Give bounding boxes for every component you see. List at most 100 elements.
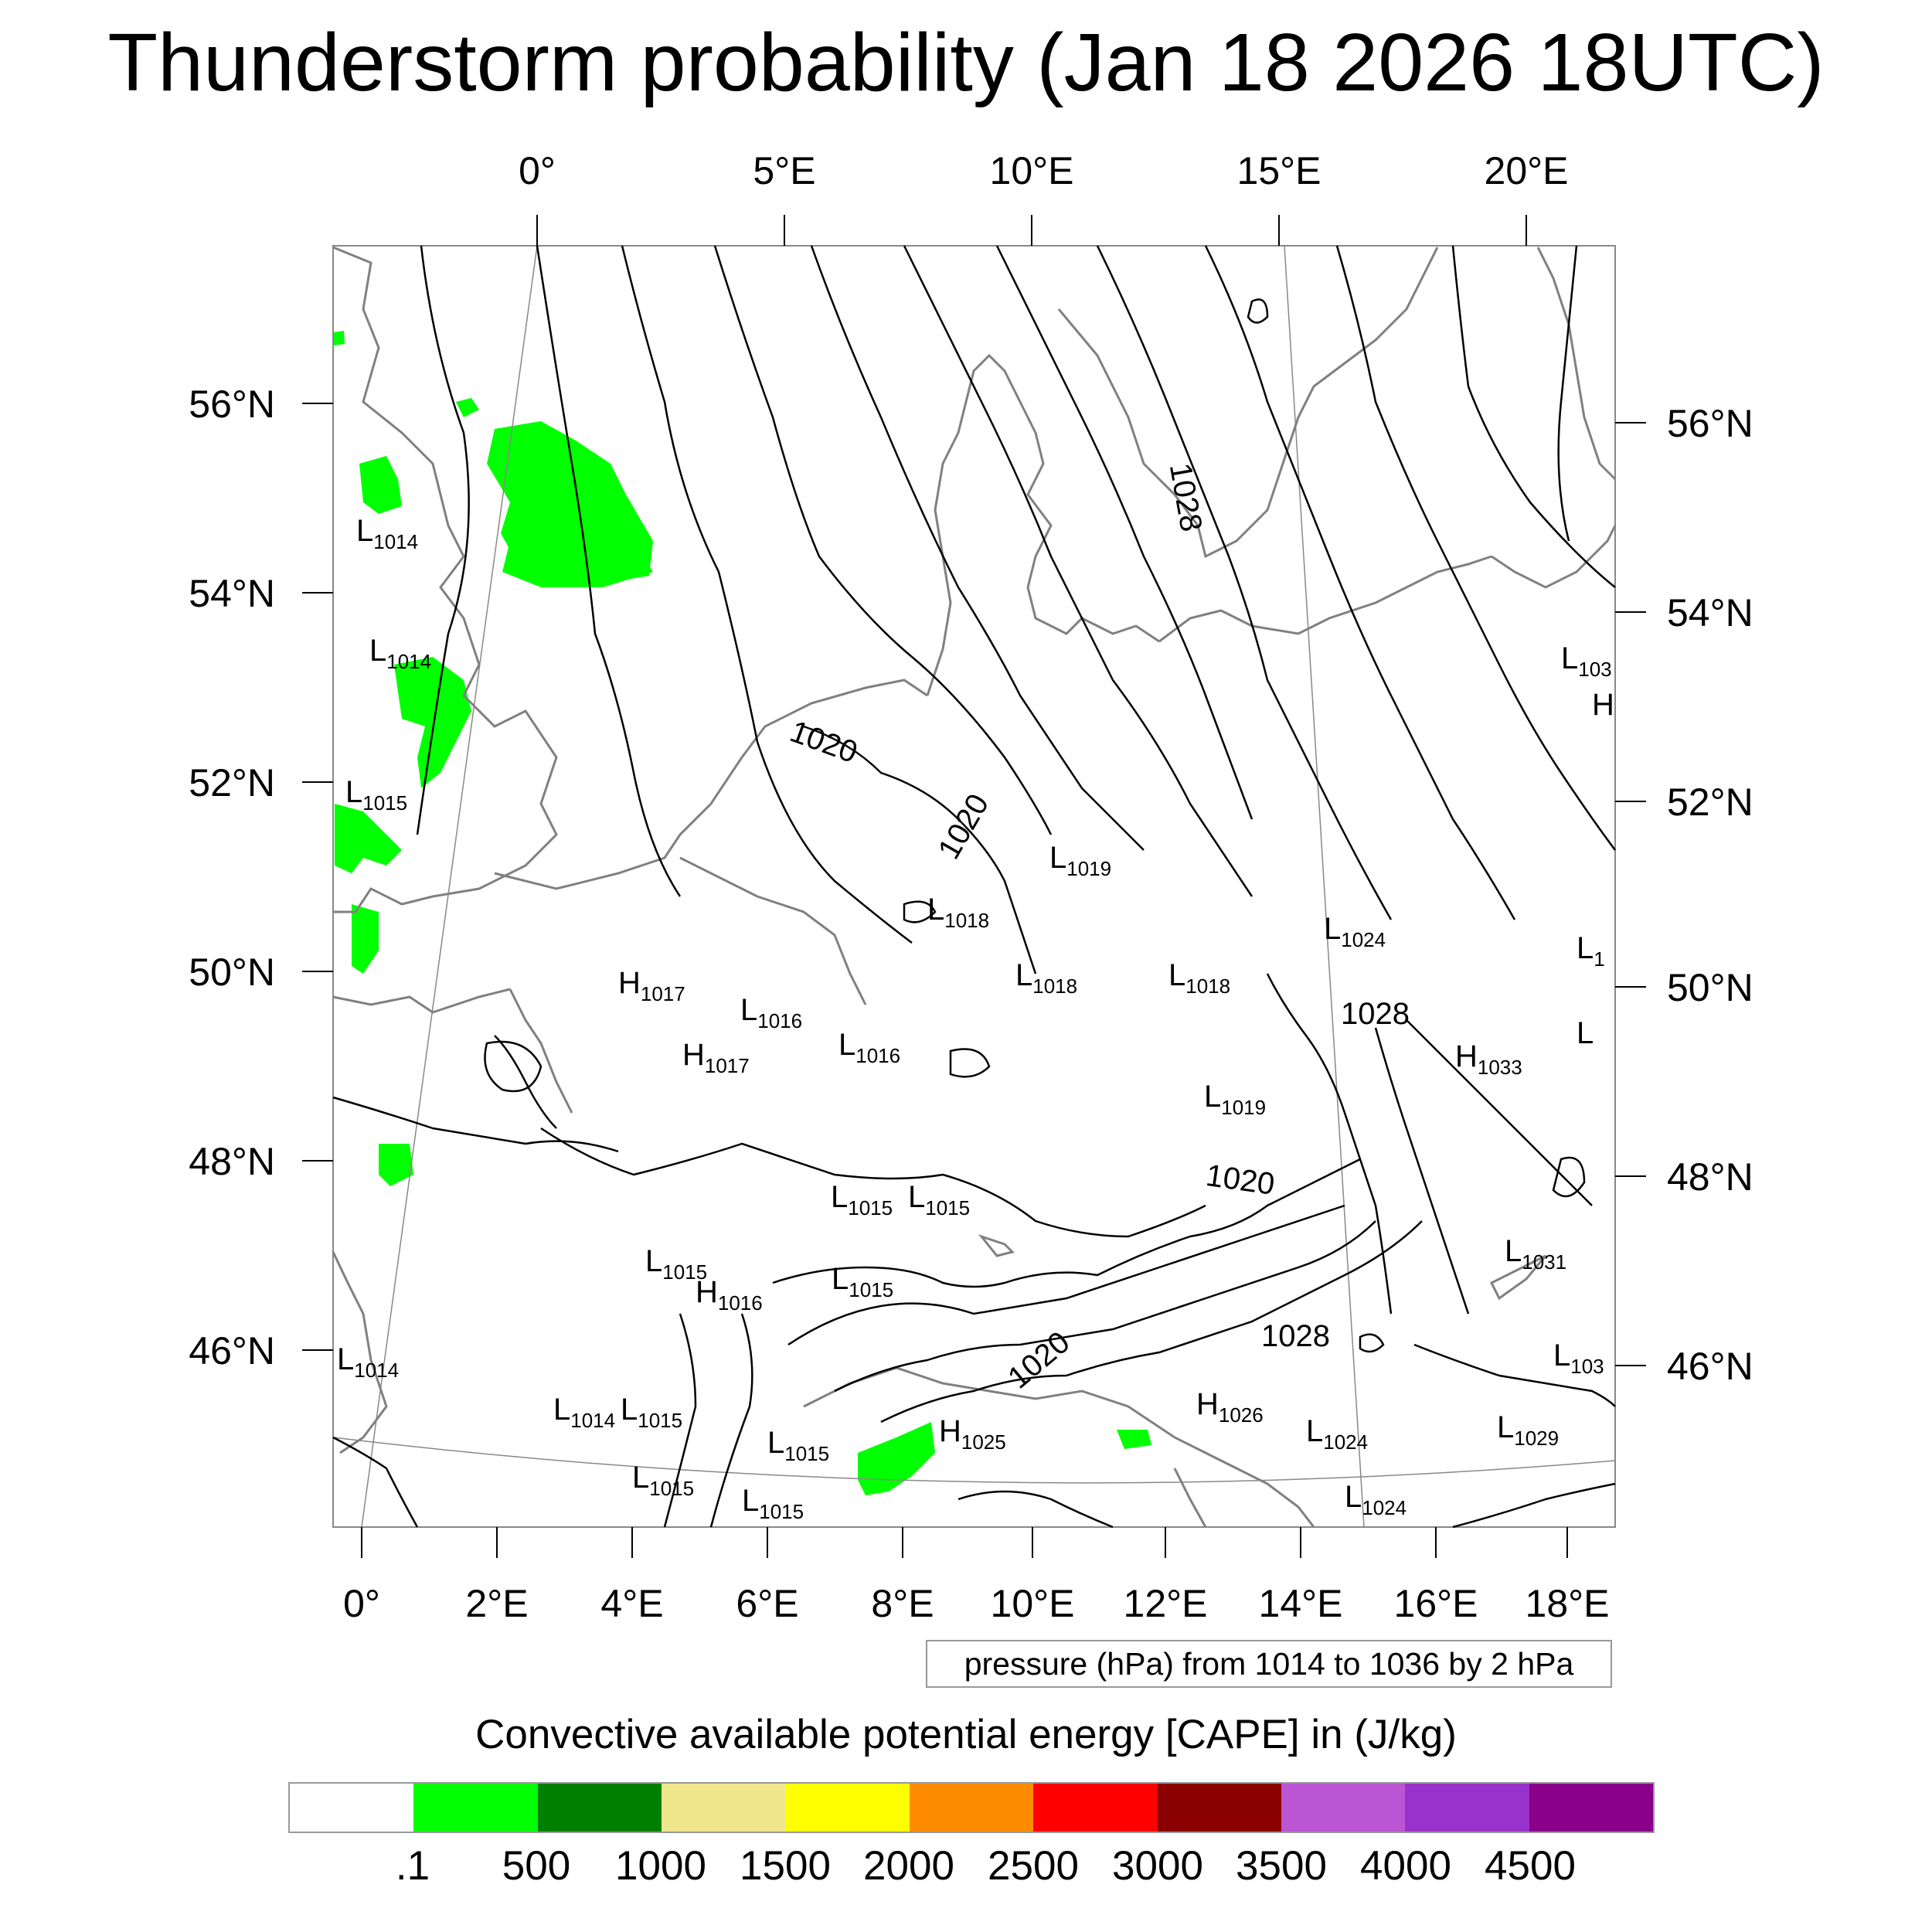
right-lat-label: 48°N [1667,1155,1753,1199]
pressure-center-letter: H [618,966,641,1000]
pressure-center: H1026 [1196,1387,1264,1427]
contour-info-box: pressure (hPa) from 1014 to 1036 by 2 hP… [926,1640,1612,1688]
pressure-center: L1015 [742,1484,804,1523]
pressure-center: L1029 [1497,1410,1559,1450]
colorbar-segment [1281,1784,1406,1832]
pressure-center-value: 1019 [1066,857,1111,880]
pressure-center-value: 1014 [570,1409,615,1432]
isobar-12 [1557,245,1578,542]
colorbar-label: 1000 [615,1843,706,1889]
isobar-small-3 [903,900,937,923]
pressure-center-value: 1015 [662,1260,707,1284]
pressure-center-value: 1026 [1219,1403,1264,1427]
pressure-center-value: 1024 [1323,1430,1368,1454]
pressure-center-letter: L [742,1484,759,1518]
pressure-center: L1024 [1345,1480,1406,1519]
pressure-center-letter: L [1168,958,1185,992]
pressure-center: L1015 [345,775,407,815]
pressure-center-letter: H [1196,1387,1219,1421]
pressure-center-value: 1015 [649,1477,694,1500]
cape-area-8 [858,1422,935,1495]
isobar-16 [787,1204,1345,1346]
pressure-center: L103 [1561,641,1612,681]
isobar-11 [1451,245,1616,588]
colorbar-segment [785,1784,910,1832]
isobar-18 [880,1220,1423,1423]
pressure-center-value: 103 [1578,658,1611,681]
colorbar-segment [290,1784,414,1832]
pressure-center: L1016 [838,1028,900,1067]
isobar-small-4 [1247,298,1269,324]
isobar-5 [810,245,1145,851]
pressure-center: L1014 [369,634,431,673]
cape-area-3 [359,456,402,514]
colorbar-label: 2000 [863,1843,954,1889]
cape-colorbar [288,1782,1655,1833]
pressure-center-value: 1016 [757,1009,802,1032]
right-lat-label: 50°N [1667,966,1753,1009]
pressure-center: L1015 [621,1393,682,1432]
pressure-center: L1024 [1324,912,1386,951]
pressure-center-value: 1015 [638,1409,682,1432]
pressure-center-letter: L [1505,1234,1522,1268]
pressure-center-value: 1015 [925,1196,970,1219]
bottom-lon-label: 4°E [600,1582,663,1625]
coast-britain-east [332,246,558,913]
pressure-center-value: 1024 [1341,928,1386,951]
isobar-29 [1452,1482,1616,1529]
isobar-20 [1406,1019,1593,1206]
pressure-center-value: 1016 [855,1044,900,1067]
top-lon-label: 0° [519,149,556,192]
cape-area-7 [379,1144,413,1186]
tick-marks [302,215,1646,1558]
bottom-lon-label: 6°E [736,1582,798,1625]
pressure-center-letter: L [1324,912,1341,946]
pressure-center: L1015 [832,1262,893,1301]
left-lat-label: 48°N [189,1140,275,1183]
pressure-center-letter: L [838,1028,855,1062]
bottom-lon-label: 16°E [1394,1582,1478,1625]
pressure-center: L1015 [645,1244,707,1284]
pressure-center-letter: L [632,1461,649,1495]
pressure-center-letter: L [369,634,386,668]
left-lat-label: 50°N [189,951,275,994]
cape-area-1 [487,421,653,583]
pressure-center-letter: H [696,1275,718,1309]
bottom-lon-label: 12°E [1124,1582,1208,1625]
top-lon-label: 5°E [753,149,815,192]
isobar-7 [995,245,1253,820]
isobar-14 [540,1127,1206,1238]
isobar-4 [713,245,1053,835]
isobar-19 [1374,1027,1470,1315]
axis-labels: 0° 5°E 10°E 15°E 20°E 0° 2°E 4°E 6°E 8°E… [189,149,1753,1625]
pressure-center-value: 1019 [1221,1096,1266,1119]
colorbar-label: 2500 [988,1843,1079,1889]
colorbar-segment [662,1784,786,1832]
isobar-17 [834,1220,1376,1393]
border-alps [803,1366,1315,1528]
pressure-center-letter: L [1015,958,1032,992]
cape-area-11 [334,331,345,345]
top-lon-label: 15°E [1237,149,1321,192]
pressure-center: L1015 [831,1180,893,1219]
cape-area-4 [394,657,471,788]
isobar-9 [1204,245,1516,920]
left-lat-label: 54°N [189,572,275,615]
coast-germany-denmark [926,353,1160,696]
pressure-center: H1033 [1455,1039,1522,1079]
pressure-contours [332,245,1617,1529]
pressure-center: L1015 [632,1461,694,1500]
pressure-center: H1025 [939,1414,1006,1454]
pressure-center-value: 1015 [784,1442,829,1465]
isobar-2 [536,245,682,897]
pressure-center-letter: L [1577,1016,1594,1050]
cape-area-2 [502,541,653,587]
right-lat-label: 46°N [1667,1345,1753,1388]
pressure-centers: L1014 L1014 L1015 L1019 L1018 L1024 L101… [337,514,1614,1523]
legend-title: Convective available potential energy [C… [475,1712,1457,1757]
pressure-center-value: 1025 [961,1430,1006,1454]
pressure-center-value: 1033 [1478,1056,1522,1079]
pressure-center-letter: L [1561,641,1578,675]
isobar-21 [1413,1343,1616,1407]
top-lon-label: 20°E [1485,149,1569,192]
